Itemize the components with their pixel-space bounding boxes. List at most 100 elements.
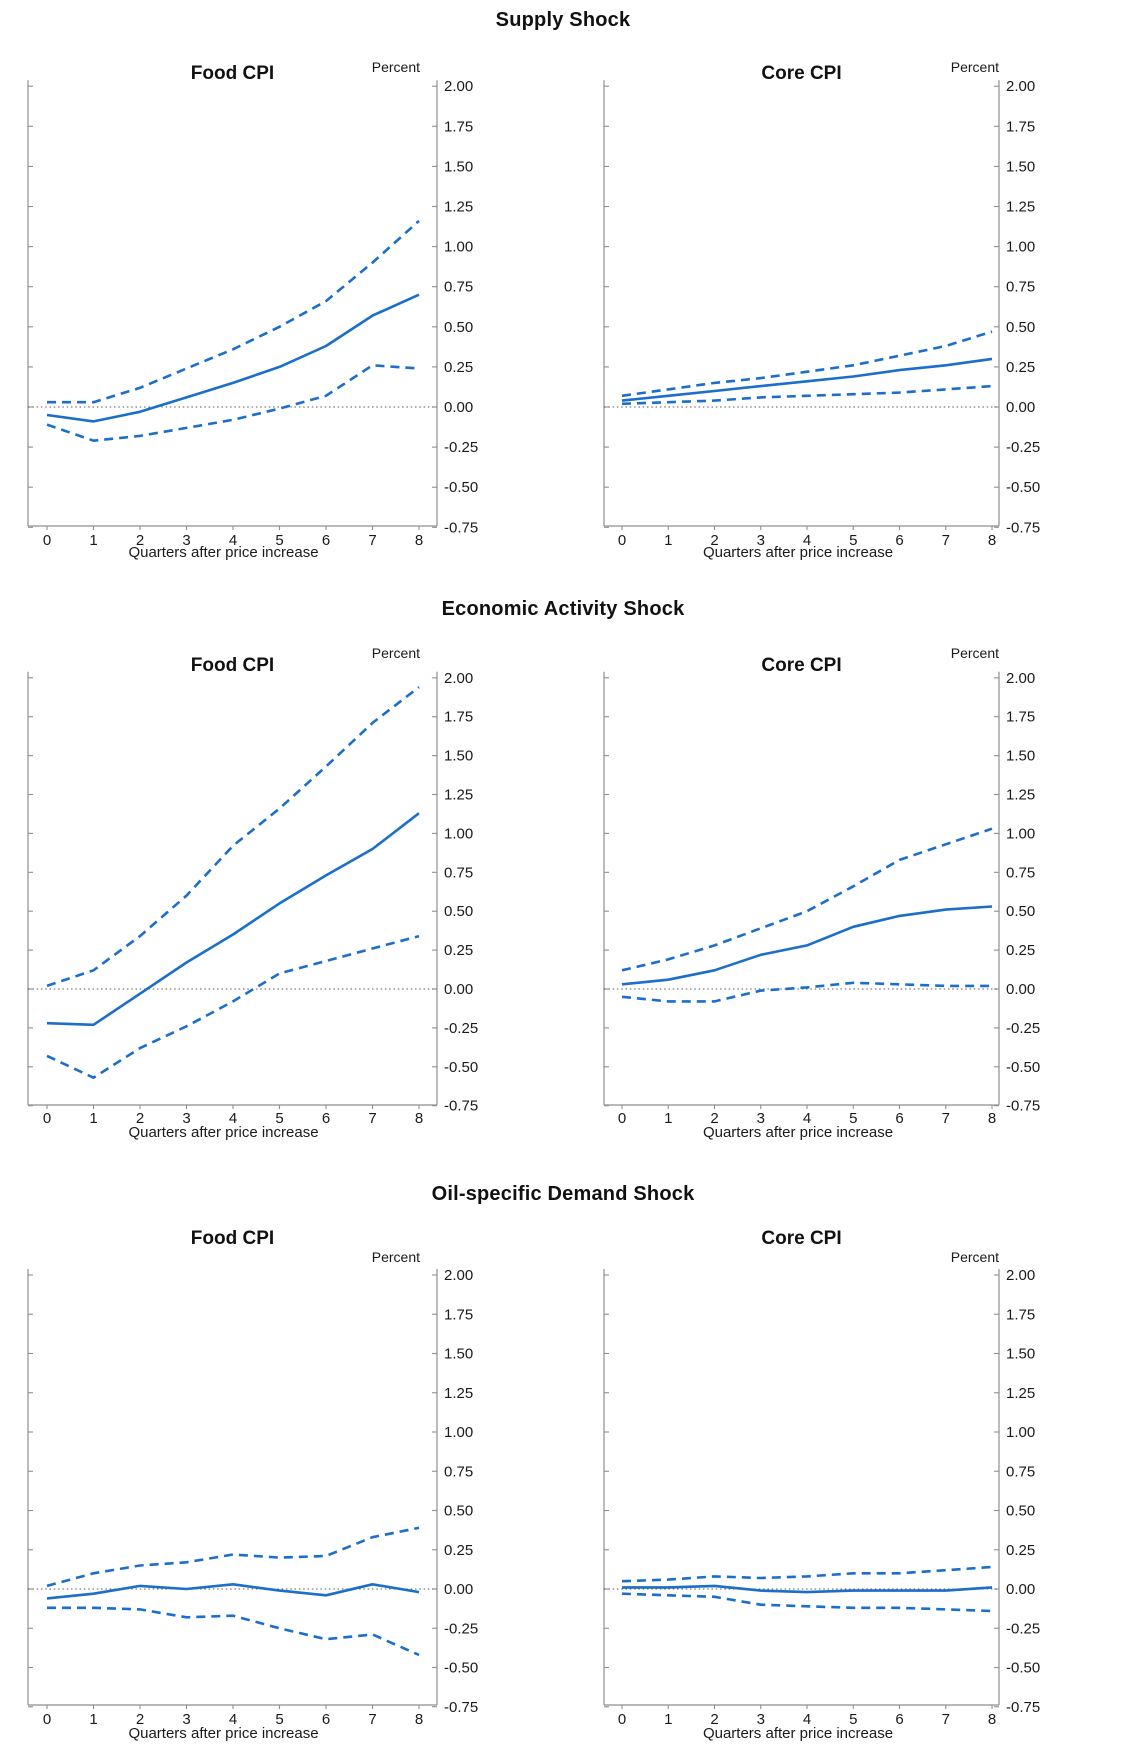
y-tick-label: -0.50 xyxy=(444,1660,478,1677)
x-tick-label: 7 xyxy=(942,1711,950,1728)
y-tick-label: 0.25 xyxy=(444,359,473,376)
series-line-solid xyxy=(46,293,420,423)
series-line-lower-dashed xyxy=(46,363,420,443)
x-tick-label: 6 xyxy=(895,532,903,549)
series-line-lower-dashed xyxy=(621,384,993,406)
x-tick-label: 8 xyxy=(415,532,423,549)
x-axis-title: Quarters after price increase xyxy=(128,1725,319,1742)
y-tick-label: -0.25 xyxy=(444,1620,478,1637)
y-tick-label: 1.25 xyxy=(444,199,473,216)
y-tick-label: 1.50 xyxy=(444,158,473,175)
y-tick-label: 1.00 xyxy=(444,239,473,256)
x-tick-label: 7 xyxy=(942,1110,950,1127)
x-tick-label: 2 xyxy=(710,1110,718,1127)
y-tick-label: 1.00 xyxy=(1006,1424,1035,1441)
series-line-upper-dashed xyxy=(621,827,993,972)
panel-title-activity-food-cpi: Food CPI xyxy=(190,655,275,676)
x-tick-label: 3 xyxy=(182,1110,190,1127)
y-tick-label: 2.00 xyxy=(444,78,473,95)
y-tick-label: 0.75 xyxy=(444,1463,473,1480)
series-line-lower-dashed xyxy=(47,1606,420,1657)
x-tick-label: 4 xyxy=(229,1110,237,1127)
series-line-lower-dashed xyxy=(621,981,992,1003)
y-tick-label: -0.75 xyxy=(1006,1098,1040,1115)
section-title-economic-activity-shock: Economic Activity Shock xyxy=(441,598,685,620)
y-tick-label: 0.00 xyxy=(444,981,473,998)
y-tick-label: -0.50 xyxy=(1006,1660,1040,1677)
y-axis-unit-label: Percent xyxy=(950,645,999,661)
y-axis-unit-label: Percent xyxy=(371,59,420,75)
y-tick-label: -0.50 xyxy=(444,1059,478,1076)
x-tick-label: 2 xyxy=(136,1711,144,1728)
y-tick-label: 0.00 xyxy=(1006,1581,1035,1598)
x-tick-label: 2 xyxy=(136,532,144,549)
y-tick-label: 0.75 xyxy=(1006,864,1035,881)
y-tick-label: -0.75 xyxy=(1006,1699,1040,1716)
x-tick-label: 4 xyxy=(803,1711,811,1728)
y-tick-label: 1.75 xyxy=(444,118,473,135)
x-tick-label: 5 xyxy=(275,1110,283,1127)
y-tick-label: 1.75 xyxy=(444,1306,473,1323)
x-tick-label: 4 xyxy=(803,532,811,549)
y-tick-label: 0.50 xyxy=(444,1503,473,1520)
y-tick-label: 0.25 xyxy=(1006,942,1035,959)
x-tick-label: 1 xyxy=(664,1110,672,1127)
series-line-solid xyxy=(621,357,993,402)
x-tick-label: 1 xyxy=(89,532,97,549)
x-tick-label: 1 xyxy=(664,532,672,549)
y-tick-label: 1.25 xyxy=(1006,787,1035,804)
y-tick-label: 1.25 xyxy=(1006,199,1035,216)
y-tick-label: 1.00 xyxy=(1006,825,1035,842)
series-line-upper-dashed xyxy=(621,330,993,398)
x-tick-label: 8 xyxy=(988,1110,996,1127)
x-tick-label: 4 xyxy=(803,1110,811,1127)
y-tick-label: 1.25 xyxy=(444,787,473,804)
series-line-upper-dashed xyxy=(46,686,420,988)
y-tick-label: 1.50 xyxy=(1006,748,1035,765)
y-tick-label: -0.25 xyxy=(444,1020,478,1037)
x-axis-title: Quarters after price increase xyxy=(128,1124,319,1141)
y-tick-label: -0.25 xyxy=(1006,1020,1040,1037)
series-line-upper-dashed xyxy=(47,219,420,404)
x-tick-label: 2 xyxy=(136,1110,144,1127)
y-tick-label: 2.00 xyxy=(444,670,473,687)
x-tick-label: 2 xyxy=(710,532,718,549)
section-title-supply-shock: Supply Shock xyxy=(495,9,631,31)
y-tick-label: 1.75 xyxy=(1006,118,1035,135)
y-tick-label: -0.25 xyxy=(444,439,478,456)
y-tick-label: 1.25 xyxy=(1006,1385,1035,1402)
y-tick-label: 0.75 xyxy=(1006,279,1035,296)
y-tick-label: -0.75 xyxy=(444,1098,478,1115)
y-tick-label: 2.00 xyxy=(444,1267,473,1284)
y-tick-label: -0.25 xyxy=(1006,1620,1040,1637)
x-tick-label: 5 xyxy=(275,1711,283,1728)
panel-title-oil-food-cpi: Food CPI xyxy=(190,1228,275,1249)
y-tick-label: 0.00 xyxy=(444,1581,473,1598)
series-line-upper-dashed xyxy=(621,1565,993,1583)
x-tick-label: 7 xyxy=(368,1711,376,1728)
y-tick-label: 0.25 xyxy=(444,942,473,959)
x-tick-label: 5 xyxy=(275,532,283,549)
x-tick-label: 0 xyxy=(43,1110,51,1127)
x-tick-label: 3 xyxy=(757,1711,765,1728)
y-tick-label: 2.00 xyxy=(1006,78,1035,95)
x-tick-label: 1 xyxy=(89,1711,97,1728)
panel-title-supply-food-cpi: Food CPI xyxy=(190,63,275,84)
x-tick-label: 8 xyxy=(988,532,996,549)
x-axis-title: Quarters after price increase xyxy=(702,1124,894,1141)
x-tick-label: 0 xyxy=(43,532,51,549)
x-tick-label: 8 xyxy=(988,1711,996,1728)
series-line-lower-dashed xyxy=(621,1592,993,1613)
y-tick-label: -0.75 xyxy=(444,1699,478,1716)
y-tick-label: 2.00 xyxy=(1006,1267,1035,1284)
y-tick-label: 1.75 xyxy=(1006,709,1035,726)
x-tick-label: 1 xyxy=(89,1110,97,1127)
y-tick-label: -0.50 xyxy=(1006,479,1040,496)
y-tick-label: -0.50 xyxy=(444,479,478,496)
y-tick-label: 1.00 xyxy=(1006,239,1035,256)
y-tick-label: 0.50 xyxy=(444,319,473,336)
x-tick-label: 7 xyxy=(368,1110,376,1127)
panel-title-activity-core-cpi: Core CPI xyxy=(761,655,842,676)
y-tick-label: 0.50 xyxy=(1006,319,1035,336)
